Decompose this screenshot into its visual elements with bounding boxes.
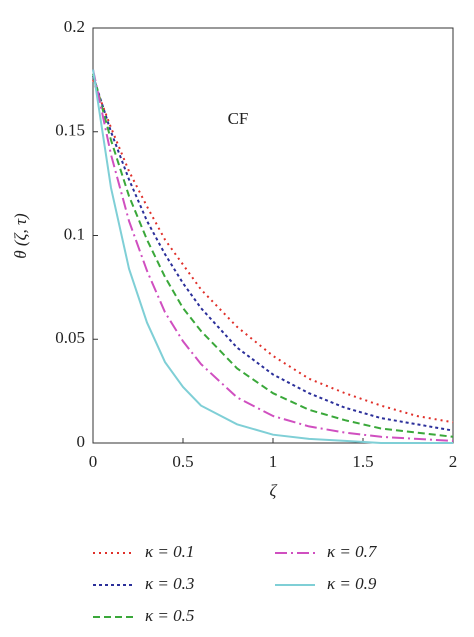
x-axis-label: ζ <box>270 481 278 500</box>
x-tick-label: 1 <box>269 452 278 471</box>
annotation: CF <box>228 109 249 128</box>
y-tick-label: 0 <box>77 432 86 451</box>
y-tick-label: 0.15 <box>55 121 85 140</box>
x-tick-label: 0 <box>89 452 98 471</box>
legend-label: κ = 0.3 <box>145 574 194 593</box>
legend-label: κ = 0.7 <box>327 542 378 561</box>
line-series <box>92 69 453 444</box>
y-tick-label: 0.05 <box>55 328 85 347</box>
legend-label: κ = 0.5 <box>145 606 194 625</box>
x-tick-label: 1.5 <box>352 452 373 471</box>
y-tick-label: 0.2 <box>64 17 85 36</box>
legend-label: κ = 0.9 <box>327 574 377 593</box>
y-tick-label: 0.1 <box>64 224 85 243</box>
line-series <box>92 75 454 432</box>
line-series <box>92 69 454 442</box>
y-axis-label: θ (ζ, τ) <box>11 213 30 259</box>
plot-frame <box>92 27 454 444</box>
line-series <box>92 79 454 424</box>
x-tick-label: 0.5 <box>172 452 193 471</box>
legend-label: κ = 0.1 <box>145 542 194 561</box>
line-series <box>92 73 454 438</box>
x-tick-label: 2 <box>449 452 458 471</box>
